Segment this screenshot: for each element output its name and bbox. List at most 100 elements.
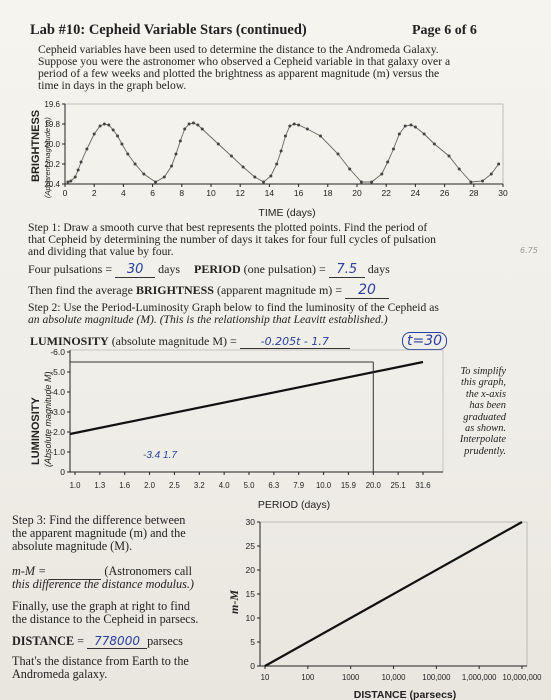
brightness-point xyxy=(162,175,166,179)
luminosity-x-tick-label: 7.9 xyxy=(293,481,304,490)
luminosity-chart-grid: -6.0 -5.0 -4.0 -3.0 -2.0 -1.0 0 1.0 1.3 1.6 2.0 2.5… xyxy=(50,347,444,490)
brightness-point xyxy=(262,180,266,184)
brightness-point xyxy=(297,123,301,127)
luminosity-chart: -6.0 -5.0 -4.0 -3.0 -2.0 -1.0 0 1.0 1.3 1.6 2.0 2.5… xyxy=(30,347,444,510)
brightness-point xyxy=(336,152,340,156)
distance-x-tick-label: 10,000 xyxy=(382,673,407,682)
axis-note: To simplify this graph, the x-axis has been… xyxy=(444,366,506,457)
brightness-point xyxy=(359,180,363,184)
period-label-rest: (one pulsation) = xyxy=(240,262,329,276)
distance-y-tick-label: 20 xyxy=(246,565,256,575)
luminosity-y-tick-label: -2.0 xyxy=(50,427,65,437)
distance-y-tick-label: 30 xyxy=(246,517,256,527)
distance-y-tick-label: 15 xyxy=(246,589,256,599)
brightness-point xyxy=(126,152,130,156)
brightness-y-tick-label: 20.2 xyxy=(44,160,60,169)
brightness-point xyxy=(489,172,493,176)
days-unit: days xyxy=(155,262,181,276)
brightness-plot-area xyxy=(64,103,504,185)
step3-line: absolute magnitude (M). xyxy=(12,539,133,553)
brightness-point xyxy=(380,172,384,176)
distance-y-tick-label: 10 xyxy=(246,613,256,623)
luminosity-label-rest: (absolute magnitude M) = xyxy=(108,334,240,348)
axis-note-line: graduated xyxy=(463,411,506,423)
luminosity-y-tick-label: -4.0 xyxy=(50,387,65,397)
step1-line: and dividing that value by four. xyxy=(28,245,174,259)
brightness-y-tick-label: 19.6 xyxy=(44,100,60,109)
brightness-point xyxy=(447,154,451,158)
brightness-y-tick-label: 19.8 xyxy=(44,120,60,129)
luminosity-x-tick-label: 10.0 xyxy=(316,481,332,490)
intro-line: Suppose you were the astronomer who obse… xyxy=(38,55,451,68)
axis-note-line: Interpolate xyxy=(459,434,506,446)
days-unit: days xyxy=(364,262,390,276)
luminosity-y-tick-label: 0 xyxy=(60,467,65,477)
step3-finally: Finally, use the graph at right to find … xyxy=(12,600,198,626)
step3-conclusion: That's the distance from Earth to the An… xyxy=(12,655,189,681)
brightness-point xyxy=(370,180,374,184)
brightness-point xyxy=(98,124,102,128)
brightness-point xyxy=(348,167,352,171)
intro-line: period of a few weeks and plotted the br… xyxy=(38,67,440,80)
axis-note-line: this graph, xyxy=(460,377,506,389)
brightness-point xyxy=(120,142,124,146)
period-answer[interactable]: 7.5 xyxy=(328,262,365,278)
brightness-curve xyxy=(67,122,499,183)
mm-label-rest: (Astronomers call xyxy=(101,564,193,578)
brightness-point xyxy=(422,132,426,136)
brightness-point xyxy=(497,162,501,166)
graph-scribble: -3.4 1.7 xyxy=(143,450,177,461)
luminosity-x-tick-label: 1.3 xyxy=(94,481,105,490)
brightness-point xyxy=(392,147,395,151)
step3-line: Step 3: Find the difference between xyxy=(12,513,186,527)
distance-modulus-note: this difference the distance modulus.) xyxy=(12,577,194,591)
distance-label: DISTANCE xyxy=(12,634,75,648)
period-row: PERIOD (one pulsation) = 7.5 days xyxy=(194,262,390,278)
brightness-point xyxy=(216,142,220,146)
distance-y-tick-label: 0 xyxy=(250,661,255,671)
luminosity-label: LUMINOSITY xyxy=(30,334,109,348)
brightness-x-tick-label: 20 xyxy=(352,188,362,198)
brightness-point xyxy=(133,162,137,166)
brightness-point xyxy=(69,179,73,183)
step1-instructions: Step 1: Draw a smooth curve that best re… xyxy=(28,221,436,259)
brightness-point xyxy=(73,175,77,179)
brightness-point xyxy=(111,128,115,132)
brightness-point xyxy=(170,164,174,168)
brightness-point xyxy=(116,134,120,138)
step1-line: that Cepheid by determining the number o… xyxy=(28,233,436,247)
luminosity-y-tick-label: -3.0 xyxy=(50,407,65,417)
brightness-point xyxy=(187,122,191,126)
step1-line: Step 1: Draw a smooth curve that best re… xyxy=(28,221,428,234)
step3-instructions: Step 3: Find the difference between the … xyxy=(12,514,186,553)
brightness-point xyxy=(283,134,287,138)
brightness-point xyxy=(183,127,187,131)
brightness-chart: 19.619.820.020.220.40 2 4 6 8 10 12 14 16 18 20 22 2… xyxy=(30,100,508,219)
brightness-ylabel-units: (Apparent magnitude m) xyxy=(43,117,52,198)
brightness-point xyxy=(269,174,273,178)
lab-title: Lab #10: Cepheid Variable Stars (continu… xyxy=(30,22,307,38)
brightness-point xyxy=(397,132,401,136)
distance-x-tick-label: 100 xyxy=(301,673,315,682)
luminosity-answer[interactable]: -0.205t - 1.7 xyxy=(239,335,350,349)
brightness-y-tick-label: 20.0 xyxy=(44,140,60,149)
brightness-point xyxy=(79,160,83,164)
brightness-point xyxy=(196,123,200,127)
luminosity-x-tick-label: 31.6 xyxy=(415,481,430,490)
distance-x-tick-label: 10 xyxy=(261,673,270,682)
brightness-point xyxy=(191,121,195,125)
luminosity-xlabel: PERIOD (days) xyxy=(258,499,330,510)
brightness-point xyxy=(481,179,485,183)
distance-answer[interactable]: 778000 xyxy=(87,634,148,649)
brightness-point xyxy=(403,124,407,128)
mm-row: m-M = (Astronomers call xyxy=(12,564,192,580)
brightness-x-tick-label: 8 xyxy=(179,188,184,198)
four-pulsations-label: Four pulsations = xyxy=(28,262,116,276)
brightness-point xyxy=(154,180,158,184)
four-pulsations-answer[interactable]: 30 xyxy=(115,262,156,278)
luminosity-x-tick-label: 20.0 xyxy=(366,481,382,490)
brightness-answer[interactable]: 20 xyxy=(345,282,390,299)
distance-ylabel: m-M xyxy=(227,590,241,614)
intro-line: time in days in the graph below. xyxy=(38,79,187,92)
brightness-x-tick-label: 26 xyxy=(440,188,450,198)
